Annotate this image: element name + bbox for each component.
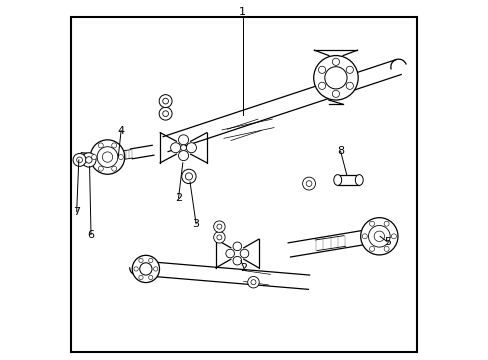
Circle shape <box>98 166 103 171</box>
Circle shape <box>250 280 255 285</box>
Circle shape <box>98 143 103 148</box>
Circle shape <box>159 95 172 108</box>
Circle shape <box>186 143 196 153</box>
Circle shape <box>217 235 222 240</box>
Circle shape <box>90 140 124 174</box>
Circle shape <box>91 154 97 159</box>
Circle shape <box>383 221 388 226</box>
Circle shape <box>233 242 241 251</box>
Circle shape <box>140 263 152 275</box>
Circle shape <box>360 218 397 255</box>
Circle shape <box>139 275 143 280</box>
Circle shape <box>324 67 346 89</box>
Circle shape <box>170 143 180 153</box>
Text: 5: 5 <box>383 237 390 247</box>
Circle shape <box>97 147 118 167</box>
Text: 6: 6 <box>87 230 94 239</box>
Circle shape <box>313 55 357 100</box>
Ellipse shape <box>355 175 363 185</box>
Circle shape <box>111 166 117 171</box>
Circle shape <box>139 258 143 262</box>
Circle shape <box>247 276 259 288</box>
Circle shape <box>132 255 159 283</box>
Polygon shape <box>163 59 400 152</box>
Circle shape <box>185 173 192 180</box>
Circle shape <box>302 177 315 190</box>
Circle shape <box>178 135 188 145</box>
Circle shape <box>163 98 168 104</box>
Circle shape <box>369 246 374 251</box>
Circle shape <box>102 152 112 162</box>
Circle shape <box>369 221 374 226</box>
Circle shape <box>318 82 325 89</box>
Circle shape <box>153 267 158 271</box>
Circle shape <box>217 224 222 229</box>
Circle shape <box>233 256 241 265</box>
Polygon shape <box>130 145 154 159</box>
Circle shape <box>77 157 82 163</box>
Text: 4: 4 <box>117 126 124 135</box>
Circle shape <box>213 221 224 232</box>
Circle shape <box>134 267 138 271</box>
Text: 2: 2 <box>240 263 247 273</box>
Circle shape <box>111 143 117 148</box>
Circle shape <box>81 153 96 167</box>
Text: 8: 8 <box>336 146 344 156</box>
Circle shape <box>390 234 396 239</box>
Circle shape <box>332 90 339 98</box>
Text: 7: 7 <box>73 207 80 217</box>
Polygon shape <box>117 150 132 160</box>
Circle shape <box>163 111 168 117</box>
Circle shape <box>240 249 248 258</box>
Circle shape <box>178 150 188 161</box>
Circle shape <box>346 82 353 89</box>
Polygon shape <box>287 230 365 257</box>
Circle shape <box>383 246 388 251</box>
Circle shape <box>225 249 234 258</box>
Circle shape <box>148 275 153 280</box>
Circle shape <box>73 153 86 166</box>
Circle shape <box>305 181 311 186</box>
Circle shape <box>182 169 196 184</box>
Circle shape <box>368 225 389 247</box>
Circle shape <box>180 145 186 150</box>
Ellipse shape <box>333 175 341 185</box>
Circle shape <box>85 157 92 163</box>
Circle shape <box>332 58 339 66</box>
Text: 3: 3 <box>192 219 199 229</box>
Circle shape <box>118 154 123 159</box>
Circle shape <box>148 258 153 262</box>
Circle shape <box>362 234 366 239</box>
Circle shape <box>213 231 224 243</box>
Circle shape <box>373 231 384 242</box>
Circle shape <box>318 66 325 73</box>
Polygon shape <box>136 261 309 289</box>
Text: 2: 2 <box>175 193 182 203</box>
Circle shape <box>159 107 172 120</box>
Circle shape <box>346 66 353 73</box>
Text: 1: 1 <box>239 7 245 17</box>
